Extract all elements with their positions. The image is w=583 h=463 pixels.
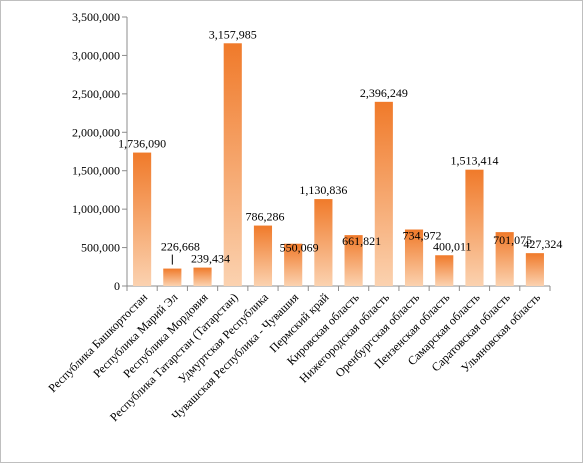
data-label: 550,069 xyxy=(280,241,319,255)
y-tick-label: 500,000 xyxy=(81,241,120,255)
y-tick-label: 1,000,000 xyxy=(72,202,120,216)
data-label: 427,324 xyxy=(523,237,562,251)
data-label: 786,286 xyxy=(245,210,284,224)
bar xyxy=(253,225,273,286)
y-tick-label: 3,000,000 xyxy=(72,48,120,62)
y-tick-label: 2,500,000 xyxy=(72,87,120,101)
bar xyxy=(193,267,212,286)
data-label: 400,011 xyxy=(433,239,472,253)
data-label: 734,972 xyxy=(403,229,442,243)
bar xyxy=(223,43,242,286)
y-tick-label: 3,500,000 xyxy=(72,10,120,24)
bar xyxy=(133,152,152,286)
bar xyxy=(344,235,363,286)
data-label: 1,513,414 xyxy=(450,154,498,168)
y-tick-label: 1,500,000 xyxy=(72,164,120,178)
bar xyxy=(525,253,544,286)
bar xyxy=(374,101,393,286)
data-label: 1,130,836 xyxy=(299,183,347,197)
data-label: 3,157,985 xyxy=(209,27,257,41)
bar xyxy=(314,199,333,286)
data-label: 239,434 xyxy=(191,252,230,266)
bar xyxy=(435,255,454,286)
y-tick-label: 2,000,000 xyxy=(72,125,120,139)
bar xyxy=(495,232,514,286)
data-label: 661,821 xyxy=(342,234,381,248)
y-tick-label: 0 xyxy=(114,279,120,293)
axes: 0 500,000 1,000,000 1,500,000 2,000,000 2,500… xyxy=(72,10,551,293)
data-label: 226,668 xyxy=(161,240,200,254)
bar xyxy=(465,169,484,286)
bar xyxy=(163,268,182,286)
bar xyxy=(404,229,424,286)
bars xyxy=(133,43,544,286)
data-label: 1,736,090 xyxy=(118,137,166,151)
bar xyxy=(284,243,303,286)
data-label: 701,075 xyxy=(493,233,532,247)
data-label: 2,396,249 xyxy=(360,86,408,100)
